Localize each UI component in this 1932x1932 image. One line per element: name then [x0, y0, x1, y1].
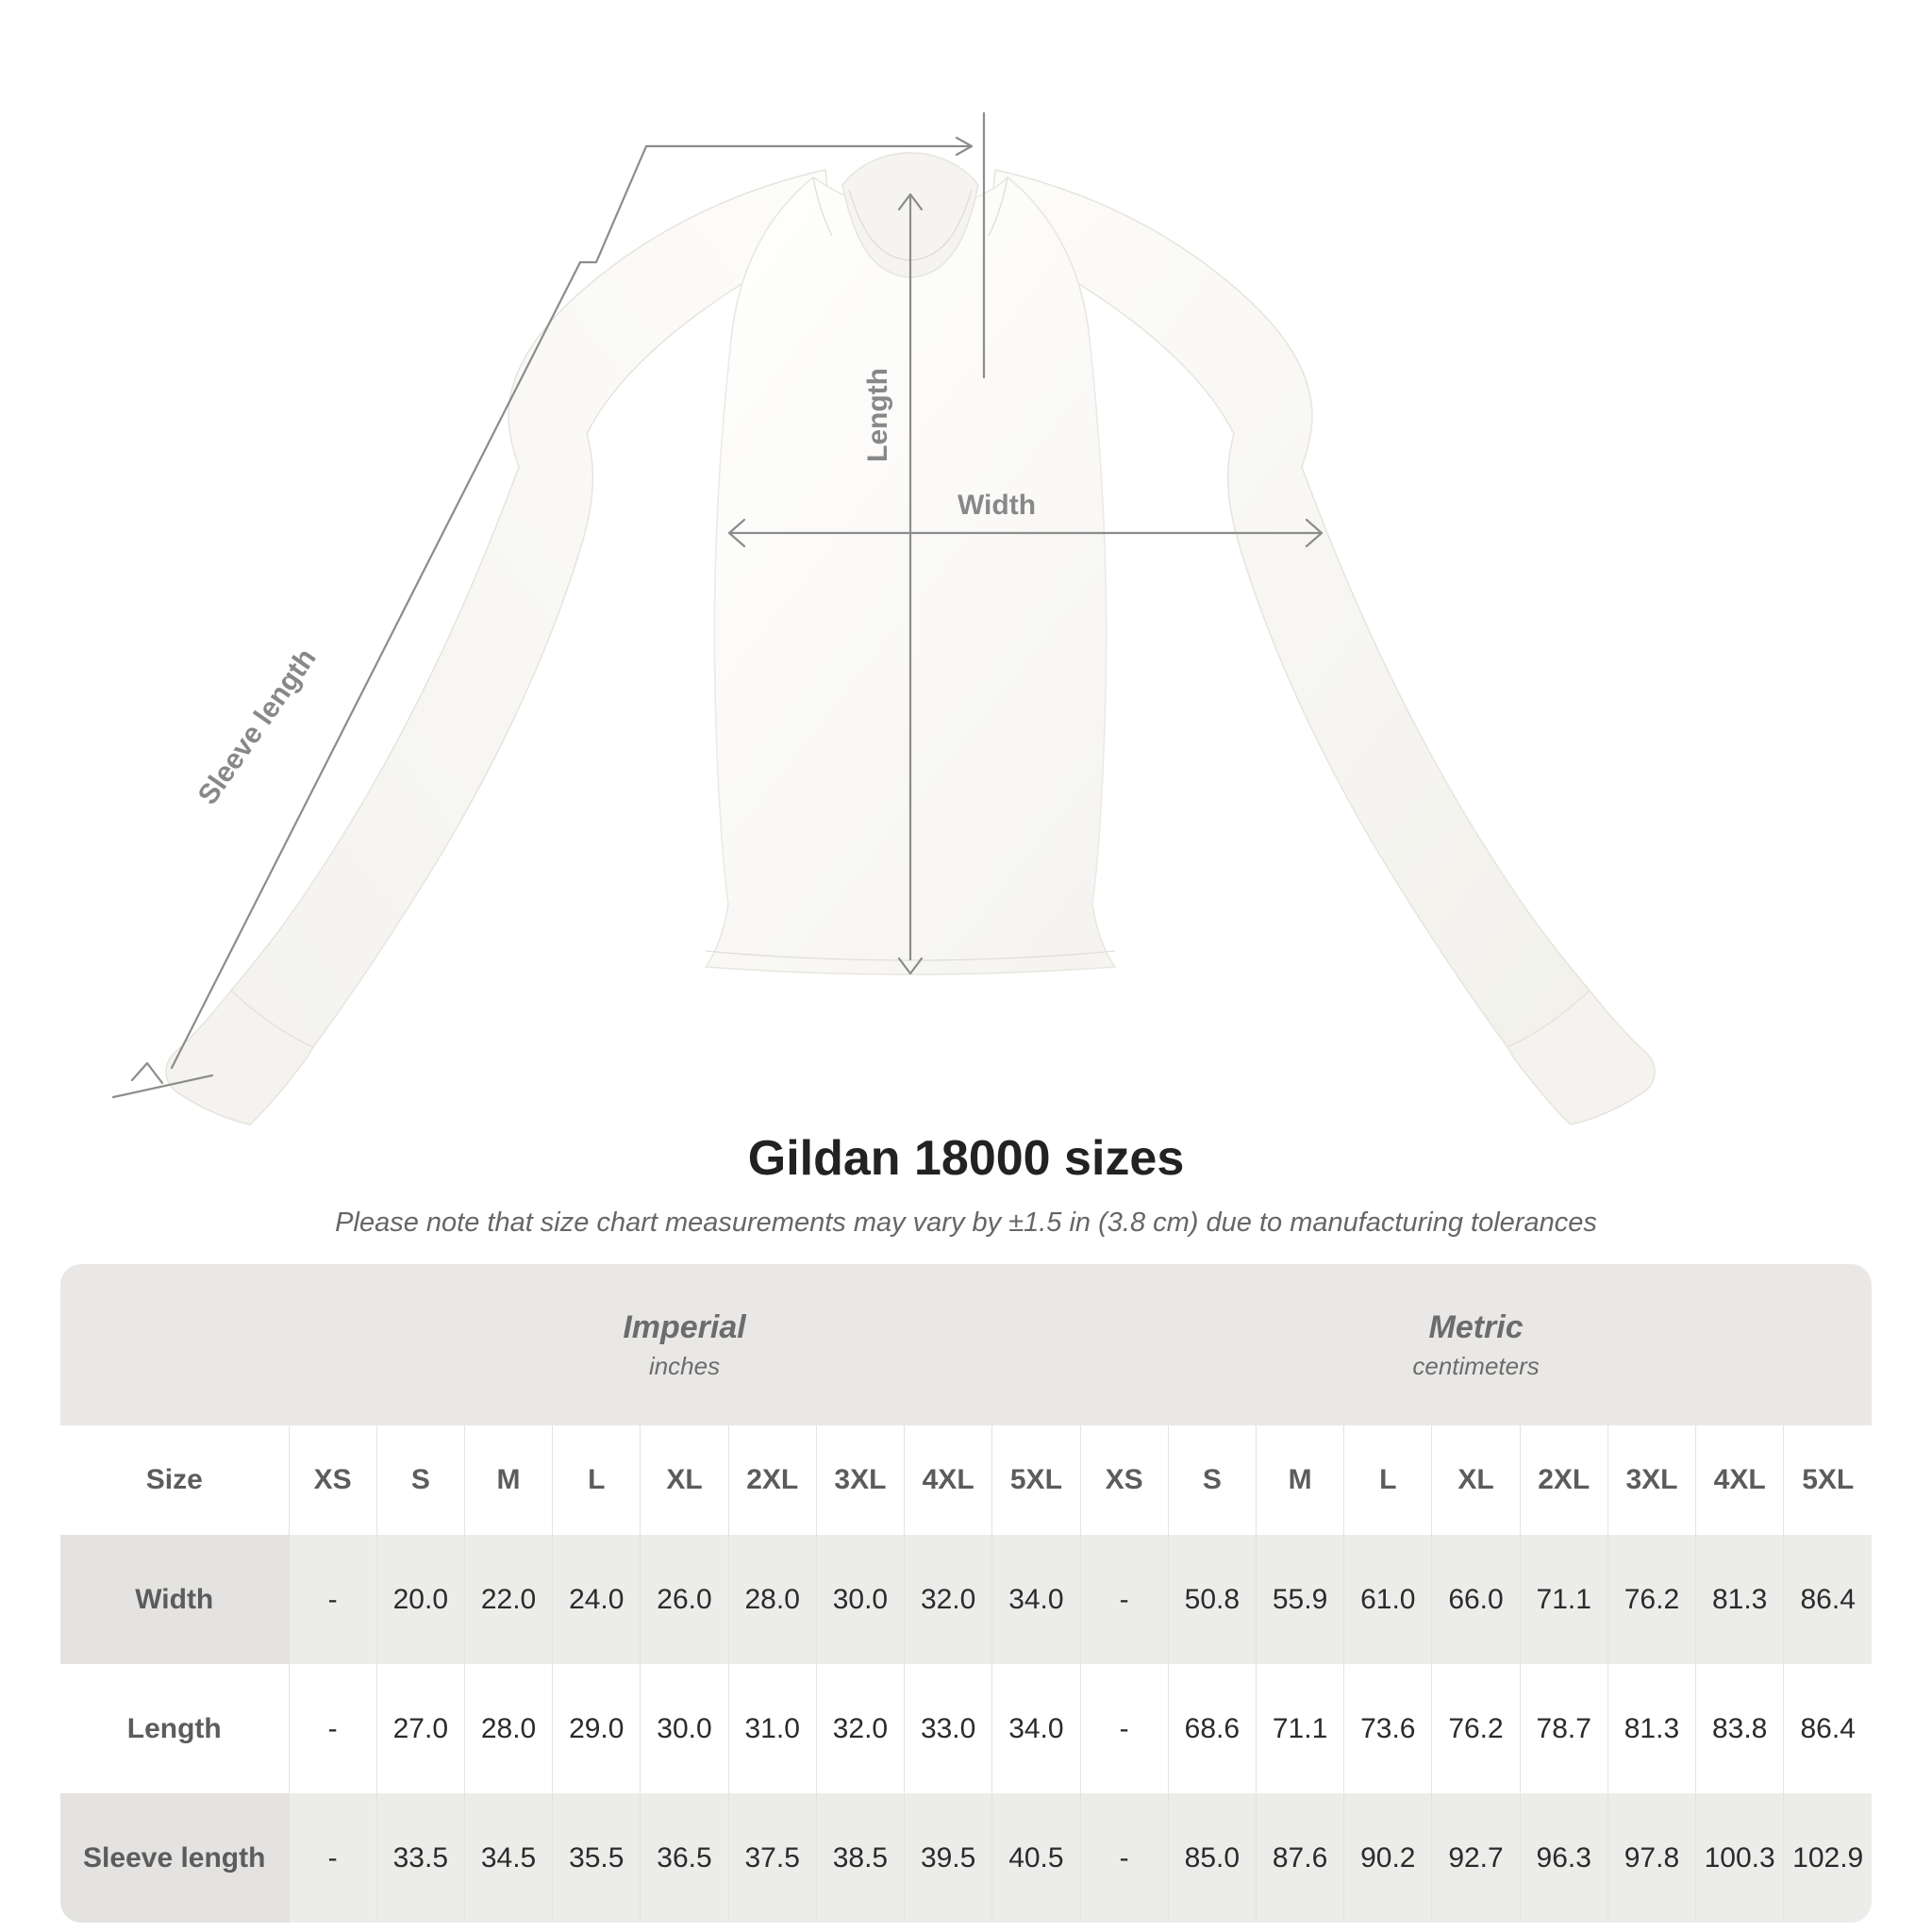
svg-text:Length: Length — [862, 368, 893, 462]
svg-text:Sleeve length: Sleeve length — [192, 643, 323, 810]
svg-text:Width: Width — [958, 490, 1036, 521]
